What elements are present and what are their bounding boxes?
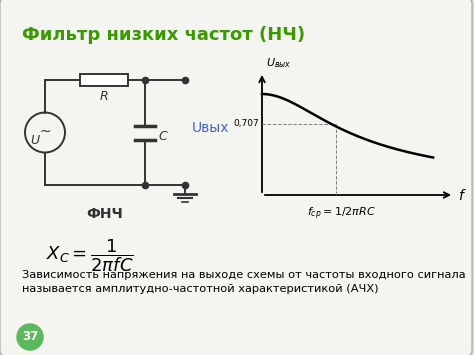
- Circle shape: [17, 324, 43, 350]
- Text: $X_C = \dfrac{1}{2\pi fC}$: $X_C = \dfrac{1}{2\pi fC}$: [46, 237, 134, 274]
- Text: ~: ~: [39, 125, 51, 138]
- Text: ФНЧ: ФНЧ: [87, 207, 123, 221]
- Text: называется амплитудно-частотной характеристикой (АЧХ): называется амплитудно-частотной характер…: [22, 284, 379, 294]
- Text: C: C: [158, 130, 167, 143]
- Bar: [80, 74, 128, 86]
- Text: Uвых: Uвых: [192, 120, 229, 135]
- Text: $f$: $f$: [458, 189, 466, 203]
- Text: 37: 37: [22, 331, 38, 344]
- Text: $U_{\mathit{вых}}$: $U_{\mathit{вых}}$: [266, 56, 292, 70]
- Text: Фильтр низких частот (НЧ): Фильтр низких частот (НЧ): [22, 26, 305, 44]
- Text: Зависимость напряжения на выходе схемы от частоты входного сигнала: Зависимость напряжения на выходе схемы о…: [22, 270, 465, 280]
- Text: R: R: [100, 90, 109, 103]
- Text: U: U: [30, 134, 39, 147]
- Text: $f_{cp}=1/2\pi RC$: $f_{cp}=1/2\pi RC$: [307, 206, 376, 222]
- Text: 0,707: 0,707: [233, 119, 259, 128]
